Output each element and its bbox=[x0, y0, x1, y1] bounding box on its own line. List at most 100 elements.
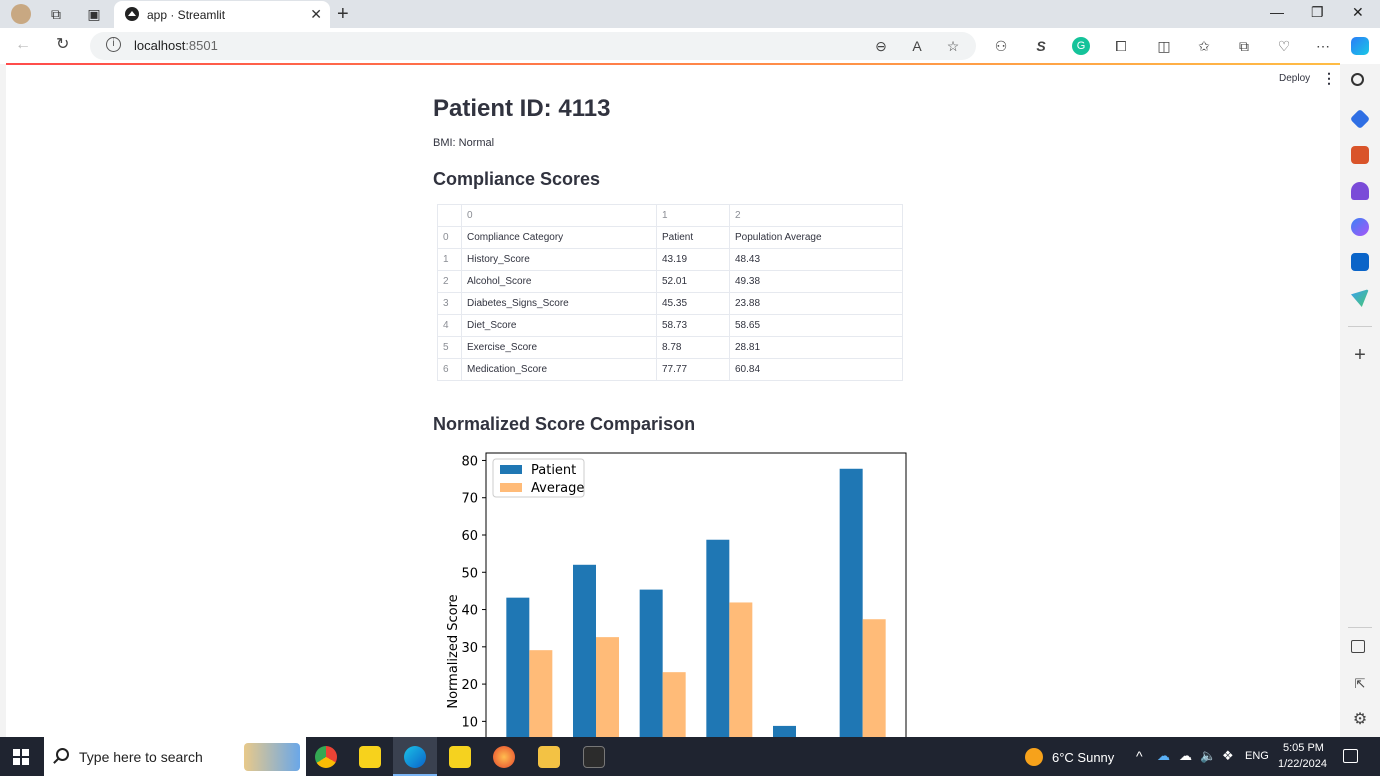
chrome-icon[interactable] bbox=[315, 746, 337, 768]
volume-icon[interactable]: 🔈 bbox=[1200, 748, 1217, 763]
read-aloud-icon[interactable]: A bbox=[912, 38, 922, 54]
tracking-icon[interactable]: ⚇ bbox=[994, 38, 1008, 54]
sticky-notes-icon[interactable] bbox=[359, 746, 381, 768]
tray-chevron-icon[interactable]: ^ bbox=[1136, 748, 1143, 764]
player-icon[interactable] bbox=[449, 746, 471, 768]
table-cell: 77.77 bbox=[656, 358, 730, 381]
table-cell: Diabetes_Signs_Score bbox=[461, 292, 657, 315]
tab-app-streamlit[interactable]: app · Streamlit ✕ bbox=[114, 1, 330, 28]
grammarly-icon[interactable]: G bbox=[1072, 37, 1090, 55]
site-info-icon[interactable]: i bbox=[106, 37, 121, 52]
y-tick-label: 20 bbox=[461, 678, 478, 693]
table-cell: 23.88 bbox=[729, 292, 903, 315]
minimize-icon[interactable]: — bbox=[1270, 4, 1284, 20]
clock-date[interactable]: 1/22/2024 bbox=[1278, 758, 1327, 770]
restore-icon[interactable]: ❐ bbox=[1311, 4, 1324, 20]
table-row: 0 Compliance Category Patient Population… bbox=[437, 226, 903, 249]
table-cell: Diet_Score bbox=[461, 314, 657, 337]
windows-start-icon[interactable] bbox=[13, 749, 29, 765]
compliance-heading: Compliance Scores bbox=[433, 169, 601, 189]
edge-icon[interactable] bbox=[404, 746, 426, 768]
chart-axes-frame bbox=[485, 452, 907, 737]
table-row: 6 Medication_Score 77.77 60.84 bbox=[437, 358, 903, 381]
y-tick-label: 70 bbox=[461, 492, 478, 507]
sidebar-search-icon[interactable] bbox=[1351, 73, 1364, 86]
table-cell: Alcohol_Score bbox=[461, 270, 657, 293]
cloud-icon[interactable]: ☁ bbox=[1179, 748, 1192, 763]
split-screen-icon[interactable]: ◫ bbox=[1157, 38, 1171, 54]
terminal-icon[interactable] bbox=[583, 746, 605, 768]
chart-heading: Normalized Score Comparison bbox=[433, 414, 696, 434]
bar-patient bbox=[839, 468, 863, 737]
sidebar-tools-icon[interactable] bbox=[1351, 146, 1369, 164]
legend-swatch bbox=[500, 483, 522, 492]
deploy-button[interactable]: Deploy bbox=[1279, 73, 1311, 84]
clock-time[interactable]: 5:05 PM bbox=[1283, 742, 1324, 754]
bar-patient bbox=[639, 589, 663, 737]
table-cell: Exercise_Score bbox=[461, 336, 657, 359]
vertical-tabs-icon[interactable]: ▣ bbox=[87, 6, 101, 22]
table-cell: Medication_Score bbox=[461, 358, 657, 381]
close-window-icon[interactable]: ✕ bbox=[1352, 4, 1364, 20]
sidebar-m365-icon[interactable] bbox=[1351, 218, 1369, 236]
table-row: 5 Exercise_Score 8.78 28.81 bbox=[437, 336, 903, 359]
table-cell: 48.43 bbox=[729, 248, 903, 271]
y-tick-label: 80 bbox=[461, 454, 478, 469]
weather-sun-icon[interactable] bbox=[1025, 748, 1043, 766]
weather-text[interactable]: 6°C Sunny bbox=[1052, 750, 1115, 765]
table-header-cell bbox=[437, 204, 462, 227]
main-menu-icon[interactable]: ⋮ bbox=[1322, 70, 1336, 86]
sidebar-divider bbox=[1348, 326, 1372, 327]
table-row: 3 Diabetes_Signs_Score 45.35 23.88 bbox=[437, 292, 903, 315]
file-explorer-icon[interactable] bbox=[538, 746, 560, 768]
firefox-icon[interactable] bbox=[493, 746, 515, 768]
sidebar-open-external-icon[interactable]: ⇱ bbox=[1354, 676, 1366, 691]
new-tab-icon[interactable]: + bbox=[337, 3, 349, 25]
more-options-icon[interactable]: ⋯ bbox=[1316, 38, 1330, 54]
extensions-icon[interactable]: ⧠ bbox=[1115, 38, 1127, 54]
performance-icon[interactable]: ♡ bbox=[1277, 38, 1291, 54]
table-index-cell: 6 bbox=[437, 358, 462, 381]
compliance-table[interactable]: 0 1 2 0 Compliance Category Patient Popu… bbox=[437, 204, 903, 381]
browser-titlebar: ⧉ ▣ app · Streamlit ✕ + — ❐ ✕ bbox=[0, 0, 1380, 28]
sidebar-drop-icon[interactable] bbox=[1351, 289, 1369, 307]
table-cell: 43.19 bbox=[656, 248, 730, 271]
extension-s-icon[interactable]: S bbox=[1036, 38, 1046, 54]
table-cell: 8.78 bbox=[656, 336, 730, 359]
sidebar-settings-icon[interactable]: ⚙ bbox=[1352, 711, 1368, 728]
close-tab-icon[interactable]: ✕ bbox=[310, 6, 322, 22]
back-icon[interactable]: ← bbox=[15, 36, 31, 53]
loading-indicator bbox=[6, 63, 1340, 65]
sidebar-divider bbox=[1348, 627, 1372, 628]
notifications-icon[interactable] bbox=[1343, 749, 1358, 763]
favorites-icon[interactable]: ✩ bbox=[1198, 38, 1210, 54]
address-bar[interactable]: i localhost:8501 ⊖ A ☆ bbox=[90, 32, 976, 60]
bar-average bbox=[729, 602, 753, 737]
collections-icon[interactable]: ⧉ bbox=[1239, 38, 1249, 54]
onedrive-icon[interactable]: ☁ bbox=[1157, 748, 1170, 763]
sidebar-add-icon[interactable]: + bbox=[1354, 344, 1366, 366]
taskbar-search-box[interactable]: Type here to search bbox=[44, 737, 306, 776]
windows-taskbar: Type here to search 6°C Sunny ^ ☁ ☁ 🔈 ❖ … bbox=[0, 737, 1380, 776]
sidebar-shopping-icon[interactable] bbox=[1349, 108, 1371, 130]
sidebar-outlook-icon[interactable] bbox=[1351, 253, 1369, 271]
profile-avatar-icon[interactable] bbox=[11, 4, 31, 24]
bmi-text: BMI: Normal bbox=[433, 137, 495, 149]
search-icon bbox=[56, 748, 69, 761]
favorite-star-icon[interactable]: ☆ bbox=[946, 38, 960, 54]
bar-patient bbox=[573, 564, 596, 737]
refresh-icon[interactable]: ↻ bbox=[56, 36, 70, 53]
sidebar-panel-icon[interactable] bbox=[1351, 640, 1365, 653]
workspaces-icon[interactable]: ⧉ bbox=[51, 6, 61, 22]
sidebar-games-icon[interactable] bbox=[1351, 182, 1369, 200]
table-cell: 49.38 bbox=[729, 270, 903, 293]
legend-label: Average bbox=[531, 481, 584, 496]
bar-patient bbox=[506, 597, 530, 737]
table-cell: 45.35 bbox=[656, 292, 730, 315]
table-index-cell: 2 bbox=[437, 270, 462, 293]
table-cell: 58.73 bbox=[656, 314, 730, 337]
dropbox-icon[interactable]: ❖ bbox=[1222, 748, 1234, 763]
language-indicator[interactable]: ENG bbox=[1245, 750, 1269, 762]
zoom-icon[interactable]: ⊖ bbox=[875, 38, 887, 54]
copilot-icon[interactable] bbox=[1351, 37, 1369, 55]
